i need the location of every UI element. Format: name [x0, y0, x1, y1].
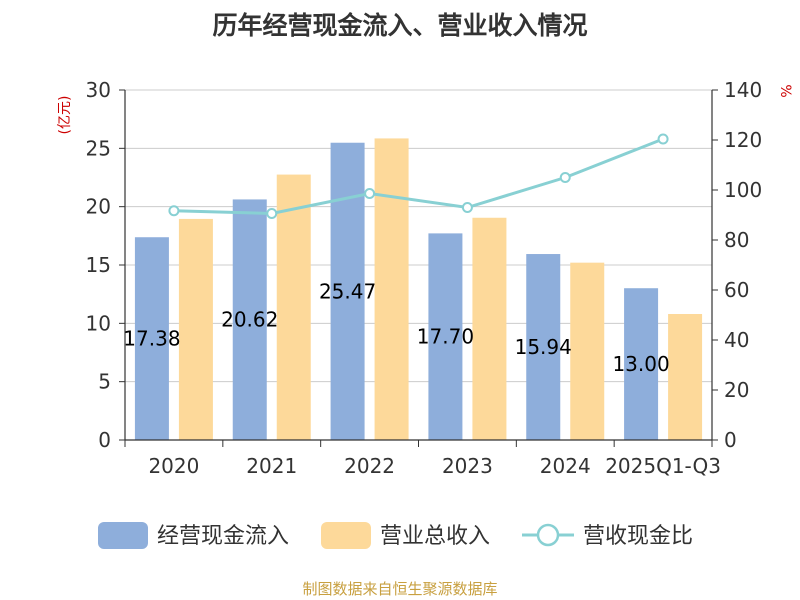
legend-swatch-ratio-point	[536, 523, 560, 547]
ratio-point	[266, 208, 278, 219]
bar-revenue	[374, 138, 409, 440]
y-left-tick-label: 5	[98, 370, 111, 394]
y-left-tick-label: 20	[86, 195, 111, 219]
bar-revenue	[472, 217, 507, 440]
y-right-tick-label: 80	[724, 228, 749, 252]
bar-labels: 17.38 20.62 25.47 17.70 15.94 13.00	[123, 279, 669, 376]
bar-cash-inflow	[624, 288, 659, 440]
bar-data-label: 15.94	[515, 335, 572, 359]
bar-data-label: 13.00	[612, 352, 669, 376]
bar-revenue	[178, 218, 213, 440]
x-tick-label: 2023	[442, 454, 493, 478]
grid-lines	[125, 89, 712, 383]
chart-title: 历年经营现金流入、营业收入情况	[212, 11, 587, 40]
y-left-tick-label: 30	[86, 78, 111, 102]
bar-data-label: 17.70	[417, 325, 474, 349]
ratio-point	[657, 133, 669, 145]
legend-swatch-revenue	[321, 522, 371, 549]
legend-label-cash-inflow: 经营现金流入	[157, 524, 289, 549]
bar-data-label: 17.38	[123, 327, 180, 351]
x-tick-label: 2024	[540, 454, 591, 478]
bar-cash-inflow	[330, 142, 365, 440]
y-right-tick-label: 120	[724, 128, 762, 152]
ratio-point	[168, 205, 180, 217]
bars	[134, 138, 703, 441]
ratio-point	[559, 172, 571, 183]
bar-cash-inflow	[134, 237, 169, 440]
legend-label-ratio: 营收现金比	[583, 524, 693, 549]
x-tick-label: 2020	[148, 454, 199, 478]
ratio-line-path	[173, 137, 664, 216]
y-right-tick-label: 20	[724, 378, 749, 402]
y-right-tick-label: 40	[724, 328, 749, 352]
bar-cash-inflow	[526, 254, 561, 440]
x-tick-label: 2025Q1-Q3	[605, 454, 721, 478]
bar-cash-inflow	[428, 233, 463, 440]
y-right-label: %	[777, 84, 793, 97]
x-tick-label: 2022	[344, 454, 395, 478]
axes: 0 5 10 15 20 25 30 0 20 40 60 80 100 120 140 2020 2021 20…	[86, 78, 763, 478]
legend-label-revenue: 营业总收入	[380, 524, 490, 549]
ratio-point	[364, 188, 376, 199]
y-right-tick-label: 100	[724, 178, 762, 202]
bar-revenue	[668, 314, 703, 440]
y-left-tick-label: 10	[86, 311, 111, 335]
bar-revenue	[276, 174, 311, 441]
y-left-tick-label: 25	[86, 136, 111, 160]
legend: 经营现金流入 营业总收入 营收现金比	[98, 522, 693, 549]
ratio-point	[461, 202, 473, 213]
x-tick-label: 2021	[246, 454, 297, 478]
bar-data-label: 20.62	[221, 308, 278, 332]
source-note: 制图数据来自恒生聚源数据库	[302, 580, 497, 598]
y-left-tick-label: 15	[86, 253, 111, 277]
y-right-tick-label: 140	[724, 78, 762, 102]
bar-cash-inflow	[232, 199, 267, 440]
legend-swatch-cash-inflow	[98, 522, 148, 549]
bar-data-label: 25.47	[319, 279, 376, 303]
y-right-tick-label: 0	[724, 428, 737, 452]
y-left-label: (亿元)	[57, 96, 73, 135]
y-right-tick-label: 60	[724, 278, 749, 302]
y-left-tick-label: 0	[98, 428, 111, 452]
ratio-line	[168, 133, 669, 219]
bar-revenue	[570, 262, 605, 440]
